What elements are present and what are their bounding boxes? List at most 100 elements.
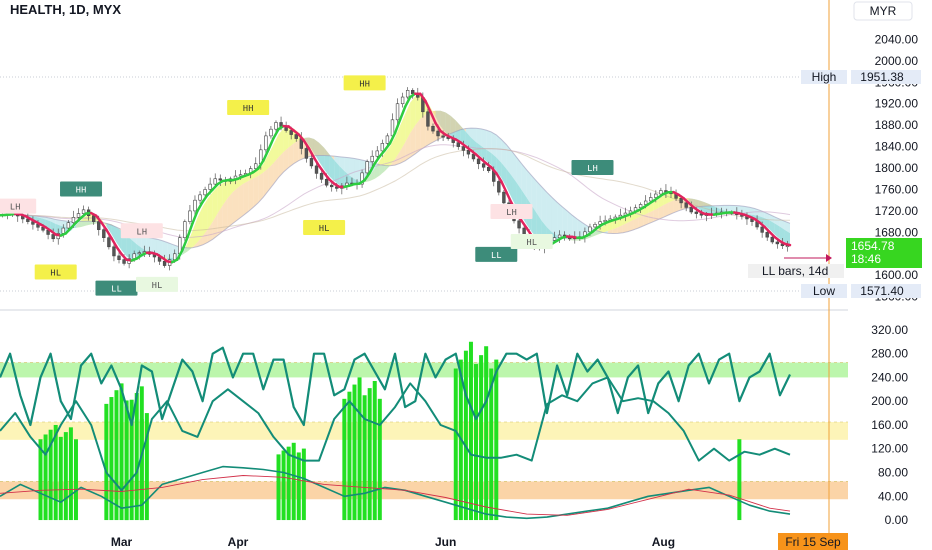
ma-fill-slow [551,197,558,236]
candle-body [208,183,212,190]
ma-fill-fast [268,144,274,169]
trend-line-segment [403,95,412,109]
candle-body [395,103,400,121]
ma-fill-fast [607,221,613,231]
price-tick: 1840.00 [875,140,919,154]
candle-body [380,143,385,152]
oscillator-mid-line [0,376,791,492]
note-box [748,264,844,278]
ma-fill-slow [546,192,552,233]
ma-fill-fast [197,206,203,243]
candle-body [269,128,273,137]
ma-fill-slow [516,157,522,190]
ma-fill-fast [465,131,471,149]
ma-fill-fast [658,195,664,208]
ma-fill-slow [197,236,203,247]
trend-line-segment [94,214,103,224]
candle-body [264,135,268,151]
candle-body [314,165,319,174]
candle-body [218,178,222,181]
candle-body [319,173,324,180]
price-tick: 1600.00 [875,268,919,282]
candle-body [436,130,440,137]
swing-label-box [135,276,178,292]
volume-spike-bar [119,383,124,521]
ma-fill-fast [187,231,193,252]
candle-body [203,189,207,196]
ma-fill-slow [663,202,669,218]
volume-spike-bar [63,432,68,521]
time-axis[interactable]: Mar Apr Jun Aug [111,535,675,549]
candle-body [461,146,466,151]
volume-spike-bar [48,429,53,521]
ma-fill-fast [506,168,512,198]
currency-button[interactable] [853,1,913,21]
ma-fill-fast [784,229,790,245]
volume-spike-bar [372,380,377,521]
volume-spike-bar [144,413,149,521]
ma-fill-slow [415,118,421,154]
candle-body [517,220,521,229]
candle-body [97,221,101,230]
volume-spike-bar [352,384,357,521]
candle-body [481,163,486,168]
ma-fill-slow [384,165,390,171]
trend-line-segment [388,131,397,145]
trend-line-segment [267,137,275,152]
ma-fill-fast [648,202,654,214]
candle-body [173,253,177,260]
ma-fill-slow [486,130,492,154]
ma-fill-fast [253,170,259,179]
candle-body [335,186,339,189]
ma-fill-fast [222,181,228,206]
trend-line-segment [307,147,316,159]
swing-label-box [60,181,103,197]
osc-tick: 240.00 [871,370,908,384]
ma-fill-slow [420,114,426,150]
ma-fill-slow [668,200,674,216]
trend-line-segment [115,245,123,256]
candle-body [654,193,658,198]
trend-line-segment [373,154,382,165]
ma-fill-fast [764,218,770,230]
trend-line-segment [186,222,194,239]
trend-line-segment [120,252,128,261]
ma-fill-slow [470,128,477,143]
candle-body [466,150,471,155]
volume-spike-bar [301,448,306,521]
candle-body [309,158,314,167]
candle-body [71,217,76,223]
ma-fill-slow [577,219,583,241]
ma-fill-slow [258,172,264,203]
swing-label-box [0,198,37,214]
osc-tick: 0.00 [885,513,909,527]
ma-fill-fast [283,127,289,153]
volume-spike-bar [362,395,367,521]
trend-line-segment [312,156,321,168]
osc-tick: 280.00 [871,347,908,361]
ma-fill-slow [541,187,547,228]
ma-fill-slow [557,202,563,238]
volume-spike-bar [468,341,473,521]
swing-label: HL [319,224,330,234]
price-tick: 1800.00 [875,161,919,175]
candle-body [92,215,96,222]
ma-fill-slow [729,205,735,213]
swing-label-box [343,75,386,91]
candle-body [117,255,121,260]
ma-fill-fast [111,224,117,243]
trend-line-segment [419,92,427,103]
oscillator-axis[interactable]: 320.00 280.00 240.00 200.00 160.00 120.00 80.0… [871,323,908,527]
trend-line-segment [317,164,326,175]
price-tick: 1680.00 [875,225,919,239]
candle-body [400,96,405,105]
swing-label: HH [359,79,370,89]
ma-fill-fast [238,177,244,188]
ma-fill-slow [86,221,92,226]
ma-fill-slow [673,199,679,213]
candle-body [137,252,141,255]
candle-body [456,142,460,147]
swing-label: LH [136,227,147,237]
candle-body [603,219,607,222]
